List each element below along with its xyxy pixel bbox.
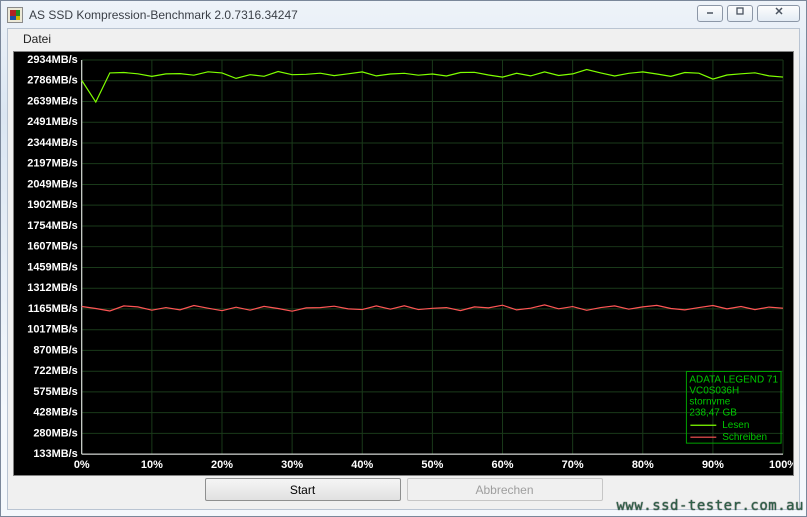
compression-chart: 133MB/s 280MB/s 428MB/s 575MB/s 722MB/s 870MB… [13, 51, 794, 476]
svg-text:238,47 GB: 238,47 GB [689, 407, 737, 418]
svg-text:60%: 60% [492, 459, 514, 471]
svg-text:1017MB/s: 1017MB/s [27, 324, 77, 336]
svg-text:0%: 0% [74, 459, 90, 471]
titlebar[interactable]: AS SSD Kompression-Benchmark 2.0.7316.34… [1, 1, 806, 28]
svg-text:ADATA LEGEND 71: ADATA LEGEND 71 [689, 374, 778, 385]
svg-text:2049MB/s: 2049MB/s [27, 178, 77, 190]
svg-text:1165MB/s: 1165MB/s [28, 303, 78, 315]
svg-text:1459MB/s: 1459MB/s [27, 261, 77, 273]
close-button[interactable] [757, 5, 800, 22]
svg-text:30%: 30% [281, 459, 303, 471]
svg-text:2639MB/s: 2639MB/s [27, 95, 77, 107]
svg-text:1607MB/s: 1607MB/s [27, 241, 77, 253]
menu-datei[interactable]: Datei [17, 31, 57, 47]
svg-text:2344MB/s: 2344MB/s [27, 137, 77, 149]
svg-text:2786MB/s: 2786MB/s [27, 75, 77, 87]
svg-text:70%: 70% [562, 459, 584, 471]
svg-text:10%: 10% [141, 459, 163, 471]
svg-text:VC0S036H: VC0S036H [689, 385, 739, 396]
abort-button: Abbrechen [407, 478, 603, 501]
svg-text:Lesen: Lesen [722, 420, 749, 431]
watermark: www.ssd-tester.com.au [616, 498, 804, 514]
client-area: Datei 133MB/s 280MB/s 428MB/s 575MB/s 722MB/… [7, 28, 800, 510]
svg-text:1754MB/s: 1754MB/s [27, 220, 77, 232]
svg-text:2491MB/s: 2491MB/s [27, 116, 77, 128]
menubar: Datei [8, 29, 799, 49]
svg-text:133MB/s: 133MB/s [33, 448, 77, 460]
svg-text:20%: 20% [211, 459, 233, 471]
window-controls [697, 5, 800, 22]
svg-text:100%: 100% [769, 459, 793, 471]
svg-text:428MB/s: 428MB/s [33, 406, 77, 418]
svg-text:2197MB/s: 2197MB/s [27, 158, 77, 170]
svg-text:1902MB/s: 1902MB/s [27, 199, 77, 211]
maximize-button[interactable] [727, 5, 753, 22]
start-button[interactable]: Start [205, 478, 401, 501]
svg-text:stornvme: stornvme [689, 396, 730, 407]
svg-text:1312MB/s: 1312MB/s [27, 282, 77, 294]
svg-text:40%: 40% [351, 459, 373, 471]
svg-text:80%: 80% [632, 459, 654, 471]
svg-text:2934MB/s: 2934MB/s [27, 54, 77, 66]
svg-text:Schreiben: Schreiben [722, 432, 767, 443]
app-icon [7, 7, 23, 23]
svg-text:50%: 50% [421, 459, 443, 471]
svg-text:90%: 90% [702, 459, 724, 471]
svg-text:870MB/s: 870MB/s [33, 344, 77, 356]
svg-text:575MB/s: 575MB/s [33, 386, 77, 398]
svg-text:722MB/s: 722MB/s [33, 365, 77, 377]
app-window: AS SSD Kompression-Benchmark 2.0.7316.34… [0, 0, 807, 517]
minimize-button[interactable] [697, 5, 723, 22]
window-title: AS SSD Kompression-Benchmark 2.0.7316.34… [29, 8, 298, 22]
svg-text:280MB/s: 280MB/s [33, 427, 77, 439]
